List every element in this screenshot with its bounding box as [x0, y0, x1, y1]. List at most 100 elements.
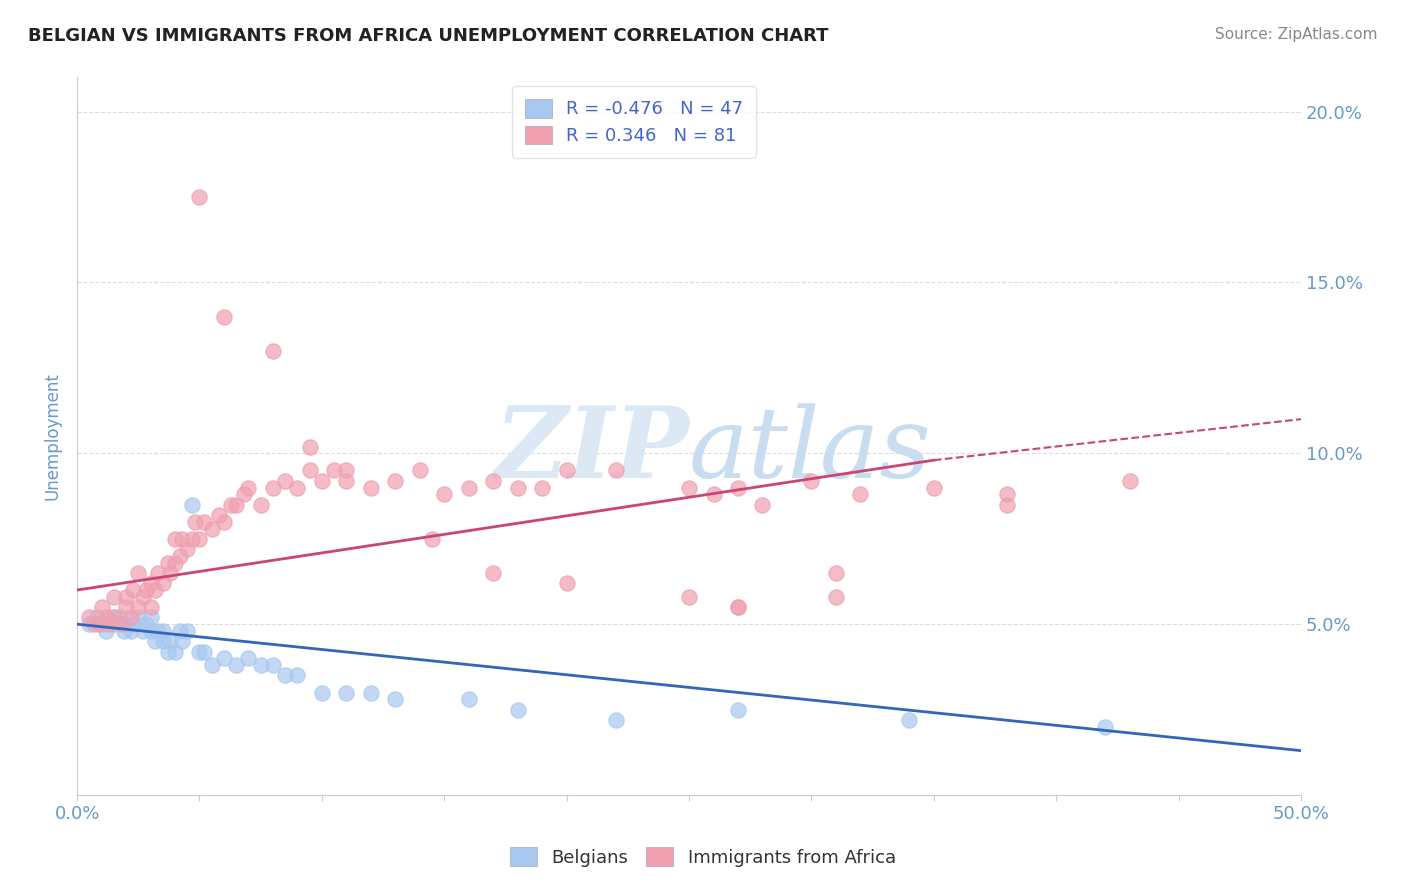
- Legend: R = -0.476   N = 47, R = 0.346   N = 81: R = -0.476 N = 47, R = 0.346 N = 81: [512, 87, 756, 158]
- Point: [212, 310, 235, 324]
- Point: [482, 566, 505, 580]
- Point: [678, 481, 700, 495]
- Point: [127, 610, 149, 624]
- Point: [188, 644, 211, 658]
- Point: [169, 624, 191, 638]
- Point: [156, 556, 179, 570]
- Point: [135, 617, 157, 632]
- Point: [152, 634, 174, 648]
- Point: [506, 703, 529, 717]
- Point: [146, 624, 169, 638]
- Point: [139, 576, 162, 591]
- Point: [201, 658, 224, 673]
- Point: [103, 590, 125, 604]
- Point: [152, 576, 174, 591]
- Point: [112, 624, 135, 638]
- Point: [727, 600, 749, 615]
- Point: [212, 651, 235, 665]
- Point: [727, 600, 749, 615]
- Point: [605, 463, 627, 477]
- Point: [132, 590, 155, 604]
- Point: [249, 658, 271, 673]
- Point: [152, 624, 174, 638]
- Point: [139, 624, 162, 638]
- Point: [115, 617, 138, 632]
- Point: [232, 487, 254, 501]
- Point: [103, 610, 125, 624]
- Point: [800, 474, 823, 488]
- Point: [506, 481, 529, 495]
- Point: [163, 644, 186, 658]
- Point: [79, 610, 101, 624]
- Point: [145, 582, 167, 597]
- Point: [208, 508, 231, 522]
- Point: [183, 515, 205, 529]
- Point: [1118, 474, 1140, 488]
- Point: [849, 487, 872, 501]
- Point: [274, 668, 297, 682]
- Point: [249, 498, 271, 512]
- Point: [702, 487, 724, 501]
- Point: [115, 590, 138, 604]
- Point: [311, 685, 333, 699]
- Point: [531, 481, 554, 495]
- Point: [193, 644, 215, 658]
- Point: [482, 474, 505, 488]
- Point: [727, 481, 749, 495]
- Text: ZIP: ZIP: [494, 402, 689, 499]
- Point: [120, 610, 142, 624]
- Point: [163, 556, 186, 570]
- Point: [176, 541, 198, 556]
- Point: [79, 617, 101, 632]
- Point: [420, 532, 443, 546]
- Point: [120, 624, 142, 638]
- Point: [122, 617, 145, 632]
- Point: [115, 600, 138, 615]
- Point: [127, 600, 149, 615]
- Point: [323, 463, 346, 477]
- Point: [238, 481, 260, 495]
- Point: [262, 481, 284, 495]
- Point: [96, 624, 118, 638]
- Point: [360, 481, 382, 495]
- Point: [110, 617, 132, 632]
- Point: [181, 498, 204, 512]
- Point: [1094, 720, 1116, 734]
- Point: [274, 474, 297, 488]
- Point: [159, 634, 181, 648]
- Point: [145, 634, 167, 648]
- Point: [188, 190, 211, 204]
- Point: [605, 713, 627, 727]
- Y-axis label: Unemployment: Unemployment: [44, 372, 60, 500]
- Point: [825, 566, 848, 580]
- Point: [169, 549, 191, 563]
- Point: [995, 487, 1018, 501]
- Point: [176, 624, 198, 638]
- Point: [384, 692, 406, 706]
- Point: [311, 474, 333, 488]
- Text: BELGIAN VS IMMIGRANTS FROM AFRICA UNEMPLOYMENT CORRELATION CHART: BELGIAN VS IMMIGRANTS FROM AFRICA UNEMPL…: [28, 27, 828, 45]
- Point: [90, 600, 112, 615]
- Point: [922, 481, 945, 495]
- Point: [335, 474, 357, 488]
- Point: [139, 600, 162, 615]
- Point: [159, 566, 181, 580]
- Point: [107, 610, 129, 624]
- Point: [127, 566, 149, 580]
- Point: [262, 658, 284, 673]
- Point: [433, 487, 456, 501]
- Point: [122, 582, 145, 597]
- Point: [298, 463, 321, 477]
- Point: [727, 703, 749, 717]
- Point: [898, 713, 921, 727]
- Point: [172, 634, 194, 648]
- Point: [163, 532, 186, 546]
- Point: [225, 498, 247, 512]
- Point: [360, 685, 382, 699]
- Point: [409, 463, 432, 477]
- Point: [825, 590, 848, 604]
- Point: [135, 582, 157, 597]
- Text: atlas: atlas: [689, 403, 932, 499]
- Point: [103, 617, 125, 632]
- Point: [751, 498, 773, 512]
